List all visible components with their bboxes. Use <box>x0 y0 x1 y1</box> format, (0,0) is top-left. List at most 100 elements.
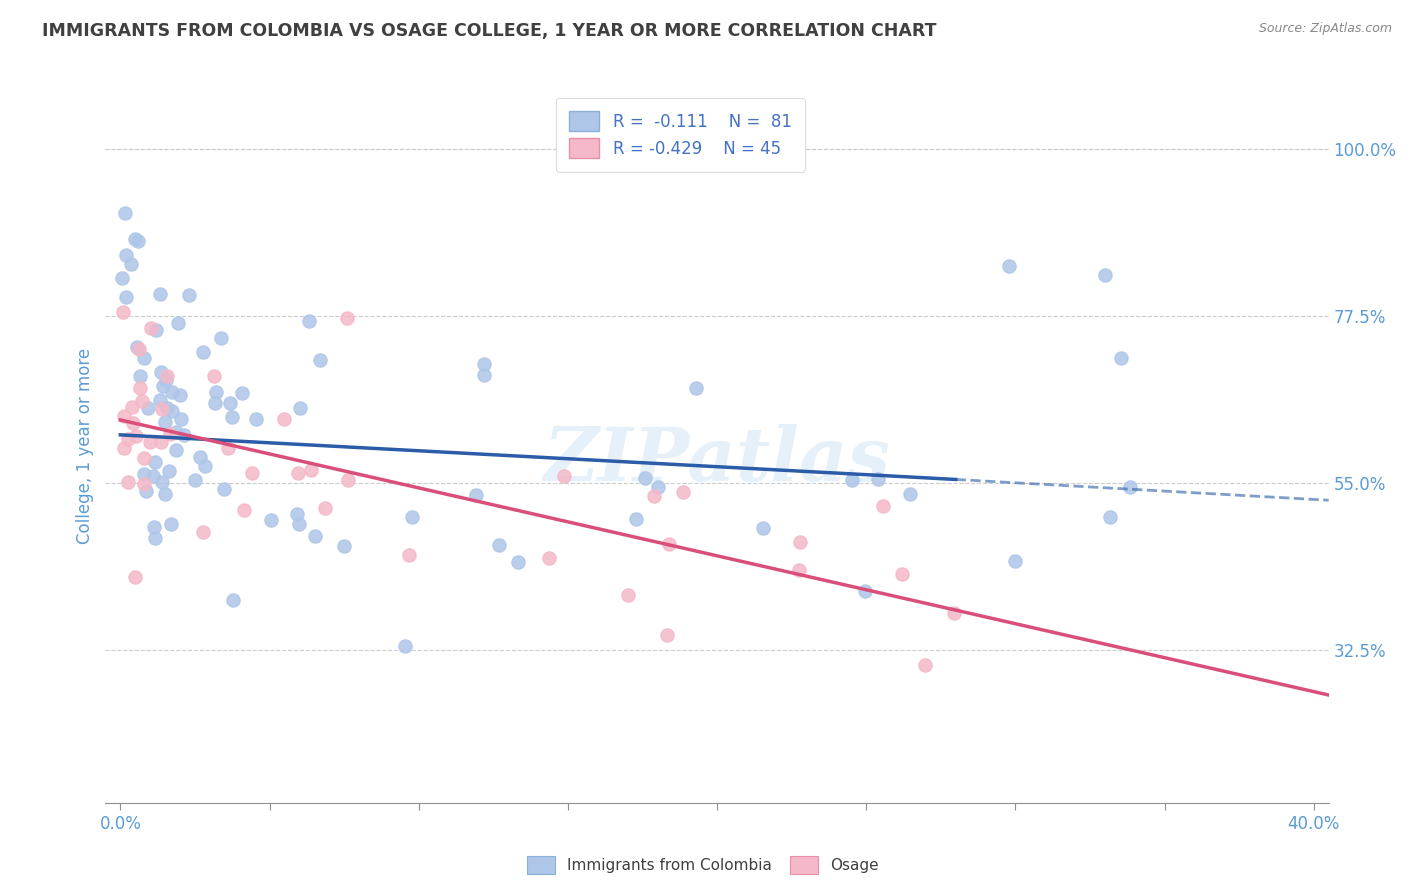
Point <box>288 516 311 531</box>
Point <box>217 441 239 455</box>
Point <box>221 409 243 424</box>
Point <box>401 510 423 524</box>
Point <box>398 548 420 562</box>
Point <box>900 487 922 501</box>
Point <box>658 537 681 551</box>
Point <box>472 357 495 371</box>
Point <box>222 593 245 607</box>
Point <box>131 394 153 409</box>
Point <box>117 432 139 446</box>
Point <box>212 482 235 496</box>
Point <box>128 343 150 357</box>
Point <box>891 567 914 582</box>
Point <box>150 434 173 449</box>
Point <box>134 467 156 482</box>
Point <box>114 206 136 220</box>
Point <box>914 657 936 672</box>
Point <box>165 425 187 440</box>
Point <box>169 388 191 402</box>
Point <box>194 458 217 473</box>
Point <box>127 340 149 354</box>
Point <box>508 555 530 569</box>
Point <box>155 415 177 429</box>
Point <box>285 508 308 522</box>
Point <box>643 489 665 503</box>
Point <box>112 441 135 455</box>
Point <box>143 519 166 533</box>
Text: IMMIGRANTS FROM COLOMBIA VS OSAGE COLLEGE, 1 YEAR OR MORE CORRELATION CHART: IMMIGRANTS FROM COLOMBIA VS OSAGE COLLEG… <box>42 22 936 40</box>
Point <box>115 290 138 304</box>
Point <box>156 368 179 383</box>
Point <box>157 464 180 478</box>
Point <box>841 473 863 487</box>
Point <box>617 587 640 601</box>
Point <box>117 475 139 490</box>
Point <box>134 476 156 491</box>
Point <box>855 584 877 599</box>
Point <box>647 481 669 495</box>
Point <box>868 472 890 486</box>
Point <box>685 380 707 394</box>
Point <box>333 540 356 554</box>
Point <box>943 607 966 621</box>
Point <box>191 345 214 359</box>
Point <box>655 628 678 642</box>
Point <box>120 257 142 271</box>
Point <box>121 401 143 415</box>
Point <box>315 500 337 515</box>
Point <box>209 331 232 345</box>
Point <box>125 429 148 443</box>
Point <box>143 455 166 469</box>
Point <box>193 525 215 540</box>
Point <box>184 473 207 487</box>
Point <box>672 485 695 500</box>
Point <box>997 260 1019 274</box>
Point <box>135 483 157 498</box>
Point <box>134 451 156 466</box>
Legend: R =  -0.111    N =  81, R = -0.429    N = 45: R = -0.111 N = 81, R = -0.429 N = 45 <box>555 97 804 171</box>
Point <box>149 393 172 408</box>
Point <box>298 314 321 328</box>
Point <box>304 529 326 543</box>
Point <box>177 288 200 302</box>
Point <box>155 373 177 387</box>
Text: ZIPatlas: ZIPatlas <box>544 424 890 497</box>
Point <box>336 310 359 325</box>
Point <box>240 466 263 480</box>
Point <box>143 531 166 545</box>
Point <box>159 517 181 532</box>
Point <box>624 512 647 526</box>
Point <box>287 466 309 480</box>
Point <box>150 475 173 489</box>
Point <box>139 435 162 450</box>
Point <box>309 352 332 367</box>
Point <box>156 401 179 416</box>
Point <box>634 471 657 485</box>
Point <box>260 512 283 526</box>
Point <box>787 563 810 577</box>
Point <box>160 384 183 399</box>
Point <box>789 535 811 549</box>
Point <box>218 396 240 410</box>
Text: Source: ZipAtlas.com: Source: ZipAtlas.com <box>1258 22 1392 36</box>
Point <box>152 379 174 393</box>
Point <box>538 551 561 566</box>
Point <box>472 368 495 382</box>
Point <box>167 316 190 330</box>
Point <box>115 248 138 262</box>
Point <box>1109 351 1132 366</box>
Point <box>231 385 253 400</box>
Point <box>160 403 183 417</box>
Point <box>111 271 134 285</box>
Point <box>488 538 510 552</box>
Point <box>1099 510 1122 524</box>
Point <box>188 450 211 465</box>
Point <box>233 503 256 517</box>
Point <box>273 411 295 425</box>
Point <box>205 384 228 399</box>
Point <box>124 232 146 246</box>
Point <box>138 401 160 415</box>
Point <box>204 395 226 409</box>
Point <box>145 322 167 336</box>
Point <box>464 488 486 502</box>
